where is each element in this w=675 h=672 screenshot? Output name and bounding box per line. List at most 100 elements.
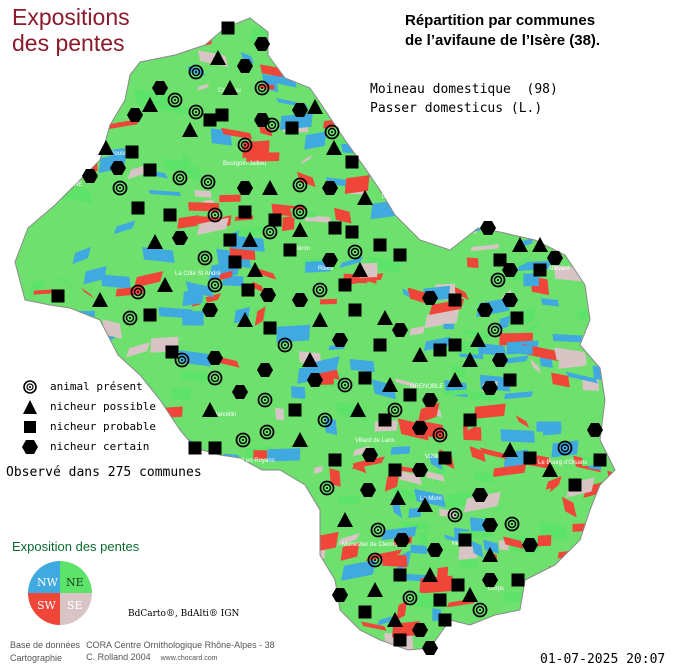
terrain-patch [361,621,387,631]
terrain-patch [407,119,424,136]
terrain-patch [597,293,615,309]
terrain-patch [180,370,209,382]
possible-marker [98,140,114,155]
present-marker [292,204,308,220]
place-label: La Mure [420,496,443,502]
terrain-patch [16,173,28,180]
title-left-line2: des pentes [12,30,125,56]
terrain-patch [236,595,263,611]
terrain-patch [319,298,337,305]
possible-marker [182,122,198,137]
possible-marker [337,512,353,527]
certain-marker [207,351,223,365]
terrain-patch [617,39,630,52]
probable-marker [143,163,157,177]
terrain-patch [304,131,327,150]
terrain-patch [219,473,240,481]
terrain-patch [310,356,340,376]
species-block: Moineau domestique (98) Passer domesticu… [370,80,558,118]
certain-marker [360,483,376,497]
terrain-patch [513,256,530,270]
terrain-patch [579,621,615,642]
terrain-patch [113,220,136,235]
certain-marker [82,169,98,183]
possible-marker [502,442,518,457]
terrain-patch [529,359,542,374]
present-marker [557,440,573,456]
credit-db-value: CORA Centre Ornithologique Rhône-Alpes -… [86,640,275,650]
present-marker [188,64,204,80]
place-label: VIENNE [60,182,82,188]
terrain-patch [436,566,449,579]
terrain-patch [390,486,426,504]
present-marker [367,552,383,568]
terrain-patch [138,24,151,33]
terrain-patch [444,490,473,510]
terrain-patch [409,326,425,336]
terrain-patch [107,504,140,515]
terrain-patch [337,532,360,546]
terrain-patch [246,152,280,162]
title-left-line1: Expositions [12,4,130,30]
terrain-patch [80,287,94,299]
probable-marker [345,155,359,169]
terrain-patch [418,531,428,546]
terrain-patch [114,506,143,519]
terrain-patch [22,159,44,177]
place-label: St Marcellin [205,412,236,418]
terrain-patch [407,147,421,157]
certain-marker [492,353,508,367]
terrain-patch [276,562,311,579]
terrain-patch [100,274,131,289]
terrain-patch [36,480,73,501]
terrain-patch [171,387,191,400]
probable-marker [448,338,462,352]
certain-marker [332,333,348,347]
terrain-patch [370,123,397,138]
terrain-patch [129,29,154,46]
terrain-patch [459,558,478,568]
terrain-patch [482,160,510,177]
compass-ne [60,561,92,593]
certain-marker [237,59,253,73]
terrain-patch [502,592,537,603]
terrain-patch [314,45,338,62]
present-marker [200,174,216,190]
circle-dot-icon [23,380,37,394]
certain-marker [392,323,408,337]
possible-marker [382,377,398,392]
credit-carto-label: Cartographie [10,653,63,663]
terrain-patch [597,318,611,333]
probable-marker [438,451,452,465]
terrain-patch [527,206,550,226]
terrain-patch [306,62,331,76]
terrain-patch [397,470,423,485]
certain-marker [482,381,498,395]
possible-marker [390,490,406,505]
terrain-patch [98,595,117,608]
certain-marker [427,543,443,557]
terrain-patch [606,224,615,240]
place-label: Vizille [425,454,441,460]
terrain-patch [418,139,454,163]
terrain-patch [296,171,316,188]
title-right-line2: de l’avifaune de l’Isère (38). [405,32,601,49]
certain-marker [237,181,253,195]
terrain-patch [503,536,524,549]
terrain-patch [62,84,91,99]
terrain-patch [281,215,295,232]
terrain-patch [525,587,538,598]
compass-sw [28,593,60,625]
place-label: Corps [488,586,504,592]
possible-marker [367,582,383,597]
observed-count: Observé dans 275 communes [6,465,202,480]
terrain-patch [523,273,540,287]
terrain-patch [111,148,126,157]
terrain-patch [541,298,559,307]
compass-label-nw: NW [37,576,59,589]
certain-marker [412,463,428,477]
certain-marker [202,303,218,317]
place-label: Roussillon [110,151,138,157]
present-marker [324,124,340,140]
possible-marker [262,180,278,195]
